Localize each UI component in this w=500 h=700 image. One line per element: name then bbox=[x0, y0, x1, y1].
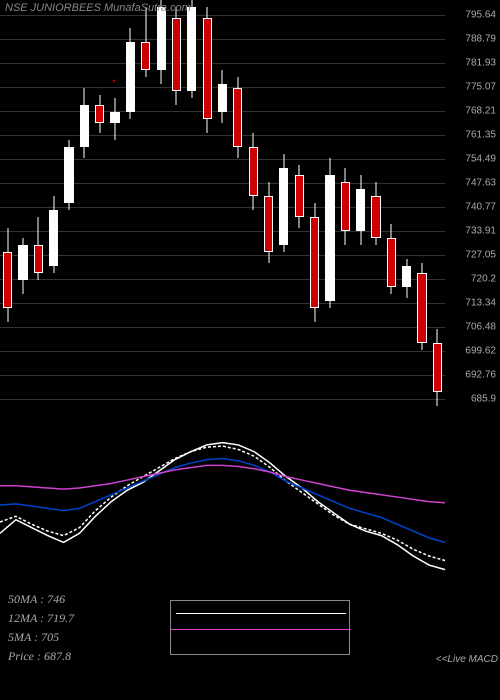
candle bbox=[64, 0, 73, 420]
price-panel: * 795.64 788.79 781.93 775.07 768.21 761.35 75… bbox=[0, 0, 500, 420]
y-axis-label: 713.34 bbox=[465, 298, 496, 309]
stock-chart-container: NSE JUNIORBEES MunafaSutra.com * 795.647… bbox=[0, 0, 500, 700]
macd-line-macd bbox=[0, 446, 445, 560]
live-macd-label: <<Live MACD bbox=[436, 654, 498, 665]
candle bbox=[95, 0, 104, 420]
candle bbox=[295, 0, 304, 420]
candle bbox=[387, 0, 396, 420]
candle bbox=[279, 0, 288, 420]
y-axis-label: 795.64 bbox=[465, 10, 496, 21]
y-axis-label: 781.93 bbox=[465, 58, 496, 69]
y-axis-label: 740.77 bbox=[465, 202, 496, 213]
y-axis-label: 727.05 bbox=[465, 250, 496, 261]
y-axis-label: 775.07 bbox=[465, 82, 496, 93]
candle bbox=[141, 0, 150, 420]
macd-panel bbox=[0, 420, 500, 590]
y-axis-label: 720.2 bbox=[471, 274, 496, 285]
star-marker: * bbox=[112, 78, 116, 89]
y-axis-label: 754.49 bbox=[465, 154, 496, 165]
candle bbox=[80, 0, 89, 420]
y-axis-label: 747.63 bbox=[465, 178, 496, 189]
price-y-axis: 795.64 788.79 781.93 775.07 768.21 761.35 754.… bbox=[448, 0, 498, 420]
macd-line-ma1 bbox=[0, 459, 445, 543]
chart-header: NSE JUNIORBEES MunafaSutra.com bbox=[5, 2, 191, 14]
y-axis-label: 699.62 bbox=[465, 346, 496, 357]
candle bbox=[203, 0, 212, 420]
candle bbox=[341, 0, 350, 420]
candle bbox=[49, 0, 58, 420]
y-axis-label: 761.35 bbox=[465, 130, 496, 141]
candle bbox=[417, 0, 426, 420]
macd-line-ma2 bbox=[0, 465, 445, 502]
y-axis-label: 788.79 bbox=[465, 34, 496, 45]
candle bbox=[157, 0, 166, 420]
candle bbox=[233, 0, 242, 420]
candle bbox=[126, 0, 135, 420]
candle-area: * bbox=[0, 0, 445, 420]
candle bbox=[110, 0, 119, 420]
candle bbox=[3, 0, 12, 420]
inset-line-mid bbox=[171, 629, 351, 630]
candle bbox=[249, 0, 258, 420]
candle bbox=[187, 0, 196, 420]
candle bbox=[402, 0, 411, 420]
inset-line-top bbox=[176, 613, 346, 614]
y-axis-label: 685.9 bbox=[471, 394, 496, 405]
y-axis-label: 706.48 bbox=[465, 322, 496, 333]
candle bbox=[218, 0, 227, 420]
y-axis-label: 733.91 bbox=[465, 226, 496, 237]
candle bbox=[433, 0, 442, 420]
candle bbox=[172, 0, 181, 420]
candle bbox=[264, 0, 273, 420]
candle bbox=[356, 0, 365, 420]
candle bbox=[18, 0, 27, 420]
y-axis-label: 768.21 bbox=[465, 106, 496, 117]
macd-line-signal bbox=[0, 443, 445, 570]
macd-svg bbox=[0, 420, 500, 590]
candle bbox=[325, 0, 334, 420]
candle bbox=[371, 0, 380, 420]
y-axis-label: 692.76 bbox=[465, 370, 496, 381]
inset-box bbox=[170, 600, 350, 655]
candle bbox=[310, 0, 319, 420]
candle bbox=[34, 0, 43, 420]
